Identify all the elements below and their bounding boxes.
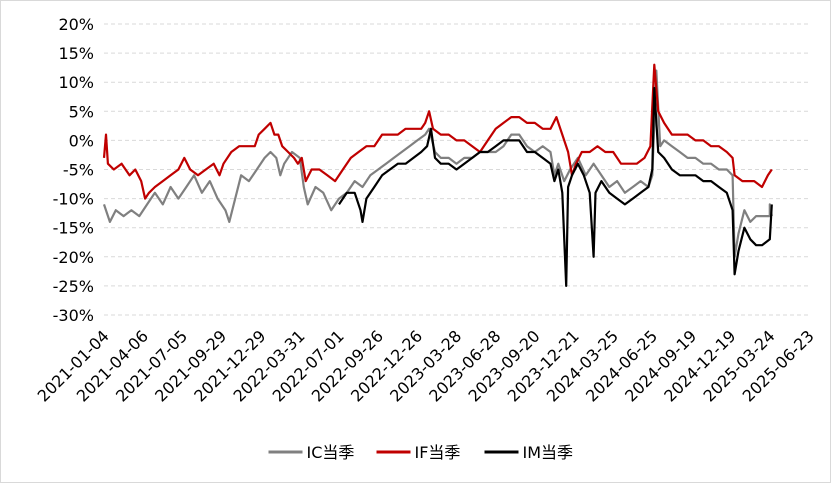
series-line-1 xyxy=(102,69,773,258)
series-line-3 xyxy=(338,86,773,287)
y-axis: 20% 15% 10% 5% 0% -5% -10% -15% -20% -25% -30% xyxy=(53,15,94,325)
y-tick-label: 5% xyxy=(69,102,94,121)
y-tick-label: -5% xyxy=(63,161,94,180)
y-tick-label: 15% xyxy=(58,44,94,63)
legend: IC当季 IF当季 IM当季 xyxy=(268,443,574,462)
y-tick-label: 20% xyxy=(58,15,94,34)
legend-label: IF当季 xyxy=(415,443,461,462)
y-tick-label: -10% xyxy=(53,190,94,209)
legend-label: IM当季 xyxy=(523,443,574,462)
y-tick-label: 0% xyxy=(69,131,94,150)
y-tick-label: 10% xyxy=(58,73,94,92)
y-tick-label: -15% xyxy=(53,219,94,238)
y-tick-label: -25% xyxy=(53,277,94,296)
series-line-2 xyxy=(102,63,773,200)
legend-label: IC当季 xyxy=(307,443,355,462)
series-lines xyxy=(102,63,773,287)
y-tick-label: -30% xyxy=(53,306,94,325)
y-tick-label: -20% xyxy=(53,248,94,267)
x-axis: 2021-01-042021-04-062021-07-052021-09-29… xyxy=(34,326,818,405)
